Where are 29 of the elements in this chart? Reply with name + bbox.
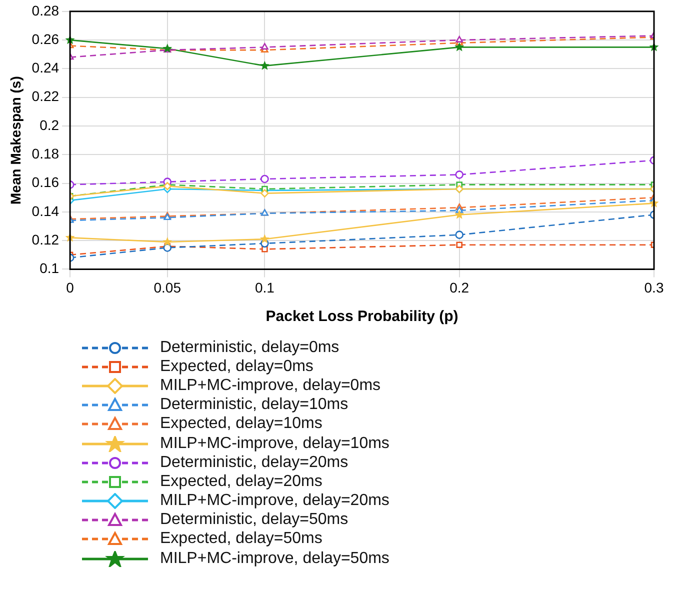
x-tick-label: 0.1 (254, 279, 275, 296)
y-tick-label: 0.2 (40, 116, 60, 133)
legend-label: MILP+MC-improve, delay=20ms (160, 492, 390, 510)
legend-label: Expected, delay=10ms (160, 415, 322, 434)
legend-label: MILP+MC-improve, delay=10ms (160, 434, 390, 453)
legend-label: MILP+MC-improve, delay=0ms (160, 376, 381, 395)
legend-label: Deterministic, delay=20ms (160, 454, 348, 472)
legend-label: Expected, delay=50ms (160, 530, 322, 548)
y-tick-label: 0.28 (32, 2, 60, 18)
legend-label: Deterministic, delay=0ms (160, 338, 340, 357)
y-axis-title: Mean Makespan (s) (7, 76, 24, 204)
y-tick-label: 0.24 (32, 60, 60, 76)
legend-label: MILP+MC-improve, delay=50ms (160, 550, 390, 568)
x-tick-label: 0.2 (450, 279, 470, 296)
legend-label: Expected, delay=0ms (160, 358, 314, 376)
y-tick-label: 0.12 (32, 231, 60, 248)
x-tick-label: 0.3 (644, 279, 664, 296)
y-tick-label: 0.22 (32, 88, 60, 104)
legend-label: Deterministic, delay=50ms (160, 511, 348, 530)
y-tick-label: 0.1 (40, 260, 60, 276)
x-tick-label: 0 (66, 279, 74, 296)
y-tick-label: 0.16 (32, 174, 60, 190)
y-tick-label: 0.18 (32, 145, 60, 162)
x-axis-title: Packet Loss Probability (p) (266, 308, 458, 326)
legend-label: Expected, delay=20ms (160, 472, 322, 491)
y-tick-label: 0.14 (32, 202, 60, 219)
legend-label: Deterministic, delay=10ms (160, 396, 348, 414)
y-tick-label: 0.26 (32, 30, 60, 47)
x-tick-label: 0.05 (154, 279, 182, 296)
